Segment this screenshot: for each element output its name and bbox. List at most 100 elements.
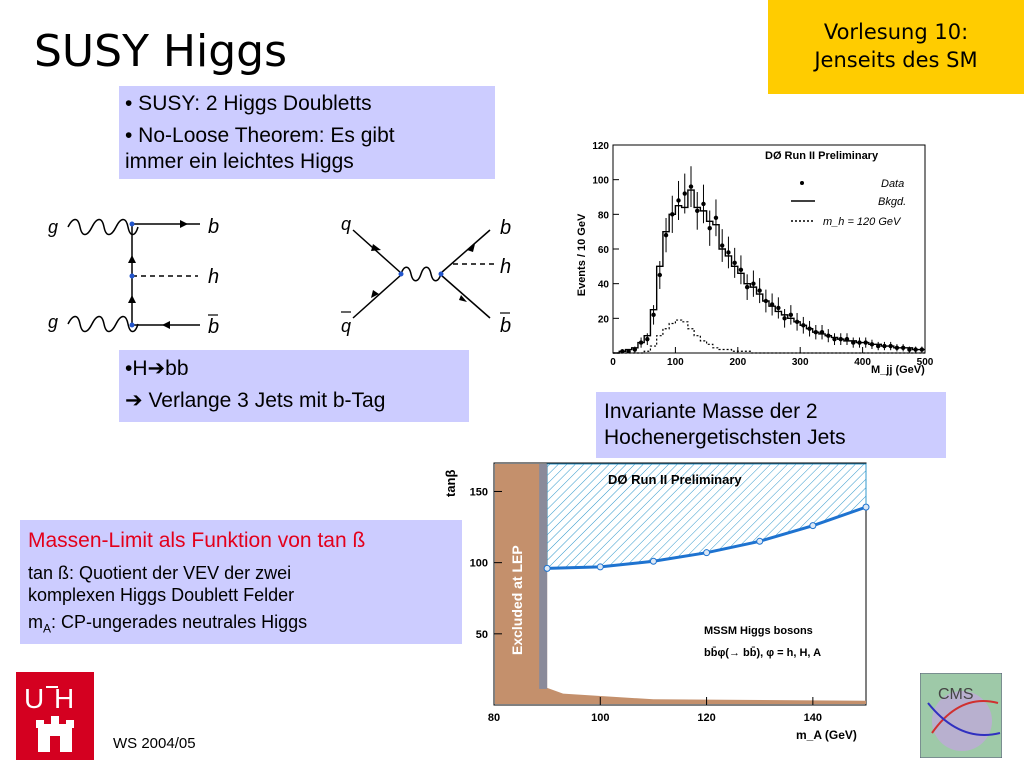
vertex-dot [398,271,404,277]
ma-def: mA: CP-ungerades neutrales Higgs [20,606,462,640]
data-point [713,215,719,220]
lep-boundary-band [539,464,548,689]
data-point [763,298,769,304]
x-tick-label: 80 [488,712,500,724]
data-point [819,330,825,335]
data-point [682,191,687,196]
svg-text:U: U [24,683,44,714]
plot-frame [612,144,926,354]
legend-signal: m_h = 120 GeV [823,216,902,228]
data-point [851,340,856,345]
data-point [651,312,656,318]
y-tick-label: 80 [598,210,610,221]
legend: Data Bkgd. m_h = 120 GeV [791,178,906,228]
data-point [857,340,862,345]
x-tick-label: 0 [610,357,616,368]
data-point [782,316,787,321]
data-point [726,250,731,255]
arrow-right-icon: ➔ [125,389,143,412]
legend-bkgd: Bkgd. [878,196,906,208]
hbb-box: •H➔bb ➔ Verlange 3 Jets mit b-Tag [119,350,469,422]
data-point [876,343,881,349]
data-point [882,343,887,349]
data-point [720,243,725,248]
data-point [676,198,681,203]
x-tick-label: 100 [591,712,609,724]
legend-data: Data [881,178,904,190]
limit-point [596,563,604,571]
badge-line-1: Vorlesung 10: [823,20,969,44]
data-point [838,336,843,342]
data-point [832,336,837,342]
chart-title: DØ Run II Preliminary [608,472,742,487]
b-label: b [500,217,511,239]
data-point [863,340,868,345]
data-point [888,343,893,349]
cms-logo: CMS [919,672,1003,759]
gluon-propagator [400,266,442,282]
data-point [900,345,906,350]
mass-limit-box: Massen-Limit als Funktion von tan ß tan … [20,520,462,644]
tanb-def-2: komplexen Higgs Doublett Felder [28,585,295,605]
quark-in-line [352,229,402,274]
limit-point [703,549,711,557]
mass-limit-heading: Massen-Limit als Funktion von tan ß [28,529,366,552]
btag-text: Verlange 3 Jets mit b-Tag [142,389,386,412]
process-label: bb̄φ(→ bb̄), φ = h, H, A [704,647,821,659]
feynman-diagram-gg: g g b h b [48,216,219,338]
x-axis-label: m_A (GeV) [796,728,857,742]
limit-point [862,503,870,511]
ma-sub: A [43,621,52,636]
badge-line-2: Jenseits des SM [814,48,978,72]
lep-excluded-region [495,464,866,704]
data-point [701,201,706,207]
vertex-dot [129,221,135,227]
data-point [869,342,875,347]
b-out-line [440,229,491,274]
data-point [695,208,700,214]
gluon-label-1: g [48,217,58,237]
tanb-def-1: tan ß: Quotient der VEV der zwei [28,563,292,583]
y-tick-label: 60 [598,245,610,256]
intro-box: • SUSY: 2 Higgs Doubletts • No-Loose The… [119,86,495,179]
hbb-line: •H➔bb [119,350,469,382]
uhh-logo: U H [16,672,94,760]
invmass-line-2: Hochenergetischsten Jets [604,426,846,449]
y-tick-label: 40 [598,280,610,291]
y-tick-label: 100 [592,176,609,187]
q-label: q [341,214,351,234]
hbb-text-h: •H [125,357,148,380]
intro-bullet-2-cont: immer ein leichtes Higgs [125,150,354,173]
data-point [757,288,762,293]
data-point [638,340,644,345]
invmass-line-1: Invariante Masse der 2 [604,400,818,423]
data-point [751,281,756,286]
limit-point [543,564,551,572]
x-tick-label: 100 [667,357,684,368]
intro-bullet-2: • No-Loose Theorem: Es gibt [125,124,395,147]
hbb-text-bb: bb [165,357,189,380]
svg-text:CMS: CMS [938,686,974,703]
data-point [707,226,712,231]
arrow-icon [180,220,188,228]
data-point [788,312,794,318]
data-point [813,330,818,335]
limit-point [809,522,817,530]
ma-m: m [28,612,43,632]
legend-data-marker [800,181,804,185]
gluon-line-2 [67,315,139,333]
y-tick-label: 120 [592,141,609,152]
arrow-right-icon: ➔ [147,357,166,380]
x-tick-label: 120 [697,712,715,724]
ma-text: : CP-ungerades neutrales Higgs [51,612,308,632]
data-point [794,319,800,324]
data-point [620,349,625,354]
data-point [907,347,912,352]
qbar-label: q [341,316,351,336]
data-point [632,347,638,352]
y-axis-label: tanβ [443,470,458,498]
data-point [826,333,831,338]
arrow-icon [371,290,379,298]
y-tick-label: 100 [470,558,488,570]
h-label: h [208,266,219,288]
